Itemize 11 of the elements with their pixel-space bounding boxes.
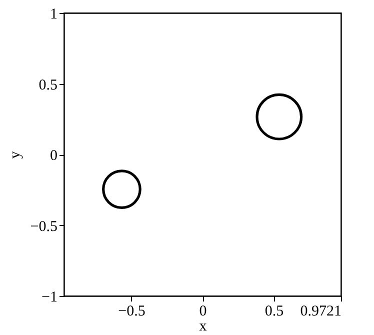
y-tick-label: 0.5 <box>38 77 58 94</box>
y-axis-title: y <box>7 150 24 159</box>
x-tick-label: 0 <box>199 304 207 320</box>
x-axis-title: x <box>199 318 208 334</box>
x-tick-label: 0.5 <box>264 304 284 320</box>
y-tick-label: −1 <box>42 290 58 306</box>
y-tick-label: 1 <box>50 6 58 22</box>
x-tick-label: 0.9721 <box>300 304 342 320</box>
y-tick-label: −0.5 <box>30 218 58 235</box>
x-tick-label: −0.5 <box>118 304 146 320</box>
y-tick-label: 0 <box>50 148 58 164</box>
